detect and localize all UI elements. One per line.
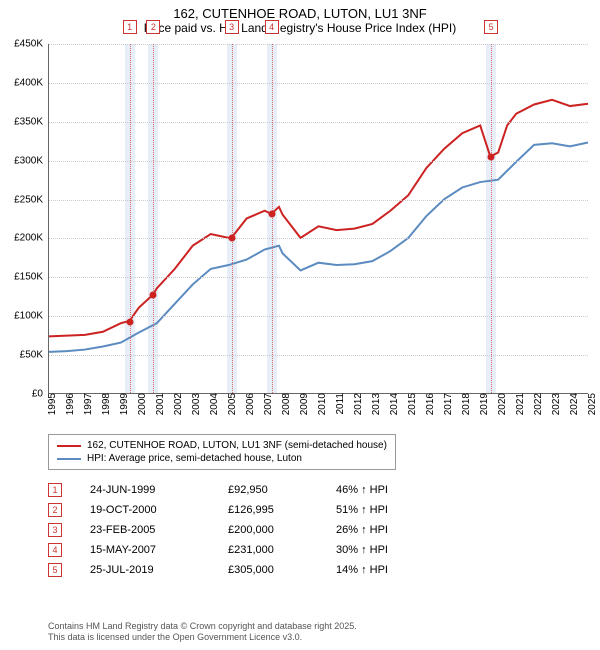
- sale-vline: [153, 44, 154, 393]
- sale-hpi: 26% ↑ HPI: [336, 524, 426, 536]
- sale-price: £92,950: [228, 484, 308, 496]
- sale-hpi: 14% ↑ HPI: [336, 564, 426, 576]
- sale-dot: [126, 318, 133, 325]
- chart-container: 162, CUTENHOE ROAD, LUTON, LU1 3NF Price…: [0, 0, 600, 650]
- y-axis-label: £100K: [14, 311, 49, 322]
- x-axis-label: 1995: [45, 393, 58, 415]
- footnote: Contains HM Land Registry data © Crown c…: [48, 621, 357, 644]
- plot-area: £0£50K£100K£150K£200K£250K£300K£350K£400…: [48, 44, 588, 394]
- sales-row: 2 19-OCT-2000 £126,995 51% ↑ HPI: [48, 500, 426, 520]
- sale-dot: [488, 153, 495, 160]
- x-axis-label: 2022: [531, 393, 544, 415]
- sale-marker: 4: [48, 543, 62, 557]
- y-axis-label: £350K: [14, 116, 49, 127]
- y-axis-label: £450K: [14, 39, 49, 50]
- x-axis-label: 2014: [387, 393, 400, 415]
- x-axis-label: 2012: [351, 393, 364, 415]
- legend-row: HPI: Average price, semi-detached house,…: [57, 452, 387, 465]
- x-axis-label: 2025: [585, 393, 598, 415]
- x-axis-label: 2019: [477, 393, 490, 415]
- x-axis-label: 1999: [117, 393, 130, 415]
- x-axis-label: 2020: [495, 393, 508, 415]
- x-axis-label: 2021: [513, 393, 526, 415]
- legend-swatch: [57, 458, 81, 460]
- sale-vline: [232, 44, 233, 393]
- x-axis-label: 2001: [153, 393, 166, 415]
- sale-marker: 2: [146, 20, 160, 34]
- x-axis-label: 2024: [567, 393, 580, 415]
- sales-row: 3 23-FEB-2005 £200,000 26% ↑ HPI: [48, 520, 426, 540]
- chart-subtitle: Price paid vs. HM Land Registry's House …: [0, 21, 600, 39]
- sale-vline: [272, 44, 273, 393]
- y-axis-label: £400K: [14, 77, 49, 88]
- y-axis-label: £150K: [14, 272, 49, 283]
- x-axis-label: 2006: [243, 393, 256, 415]
- legend-swatch: [57, 445, 81, 447]
- x-axis-label: 2007: [261, 393, 274, 415]
- sale-marker: 5: [484, 20, 498, 34]
- sales-row: 1 24-JUN-1999 £92,950 46% ↑ HPI: [48, 480, 426, 500]
- legend-row: 162, CUTENHOE ROAD, LUTON, LU1 3NF (semi…: [57, 439, 387, 452]
- x-axis-label: 2017: [441, 393, 454, 415]
- sale-hpi: 46% ↑ HPI: [336, 484, 426, 496]
- x-axis-label: 2004: [207, 393, 220, 415]
- sale-price: £305,000: [228, 564, 308, 576]
- sale-vline: [130, 44, 131, 393]
- y-axis-label: £200K: [14, 233, 49, 244]
- x-axis-label: 2003: [189, 393, 202, 415]
- x-axis-label: 1997: [81, 393, 94, 415]
- sale-marker: 1: [123, 20, 137, 34]
- sale-dot: [150, 292, 157, 299]
- sale-marker: 3: [48, 523, 62, 537]
- chart-title: 162, CUTENHOE ROAD, LUTON, LU1 3NF: [0, 0, 600, 21]
- y-axis-label: £50K: [20, 350, 49, 361]
- x-axis-label: 1996: [63, 393, 76, 415]
- x-axis-label: 2000: [135, 393, 148, 415]
- sale-hpi: 51% ↑ HPI: [336, 504, 426, 516]
- sale-marker: 3: [225, 20, 239, 34]
- sale-price: £200,000: [228, 524, 308, 536]
- y-axis-label: £250K: [14, 194, 49, 205]
- x-axis-label: 2013: [369, 393, 382, 415]
- sale-marker: 2: [48, 503, 62, 517]
- x-axis-label: 2015: [405, 393, 418, 415]
- y-axis-label: £300K: [14, 155, 49, 166]
- sale-hpi: 30% ↑ HPI: [336, 544, 426, 556]
- legend-label: HPI: Average price, semi-detached house,…: [87, 453, 302, 464]
- sale-date: 15-MAY-2007: [90, 544, 200, 556]
- sale-marker: 1: [48, 483, 62, 497]
- x-axis-label: 1998: [99, 393, 112, 415]
- legend-label: 162, CUTENHOE ROAD, LUTON, LU1 3NF (semi…: [87, 440, 387, 451]
- sales-row: 5 25-JUL-2019 £305,000 14% ↑ HPI: [48, 560, 426, 580]
- x-axis-label: 2010: [315, 393, 328, 415]
- sale-marker: 5: [48, 563, 62, 577]
- x-axis-label: 2008: [279, 393, 292, 415]
- sale-price: £126,995: [228, 504, 308, 516]
- x-axis-label: 2009: [297, 393, 310, 415]
- x-axis-label: 2018: [459, 393, 472, 415]
- sale-vline: [491, 44, 492, 393]
- x-axis-label: 2005: [225, 393, 238, 415]
- x-axis-label: 2002: [171, 393, 184, 415]
- sale-date: 25-JUL-2019: [90, 564, 200, 576]
- sales-row: 4 15-MAY-2007 £231,000 30% ↑ HPI: [48, 540, 426, 560]
- x-axis-label: 2016: [423, 393, 436, 415]
- x-axis-label: 2023: [549, 393, 562, 415]
- sale-date: 19-OCT-2000: [90, 504, 200, 516]
- sale-date: 23-FEB-2005: [90, 524, 200, 536]
- sale-marker: 4: [265, 20, 279, 34]
- sales-table: 1 24-JUN-1999 £92,950 46% ↑ HPI 2 19-OCT-2000…: [48, 480, 426, 580]
- sale-date: 24-JUN-1999: [90, 484, 200, 496]
- legend: 162, CUTENHOE ROAD, LUTON, LU1 3NF (semi…: [48, 434, 396, 470]
- footnote-line: Contains HM Land Registry data © Crown c…: [48, 621, 357, 633]
- x-axis-label: 2011: [333, 393, 346, 415]
- footnote-line: This data is licensed under the Open Gov…: [48, 632, 357, 644]
- sale-dot: [268, 211, 275, 218]
- sale-dot: [228, 235, 235, 242]
- sale-price: £231,000: [228, 544, 308, 556]
